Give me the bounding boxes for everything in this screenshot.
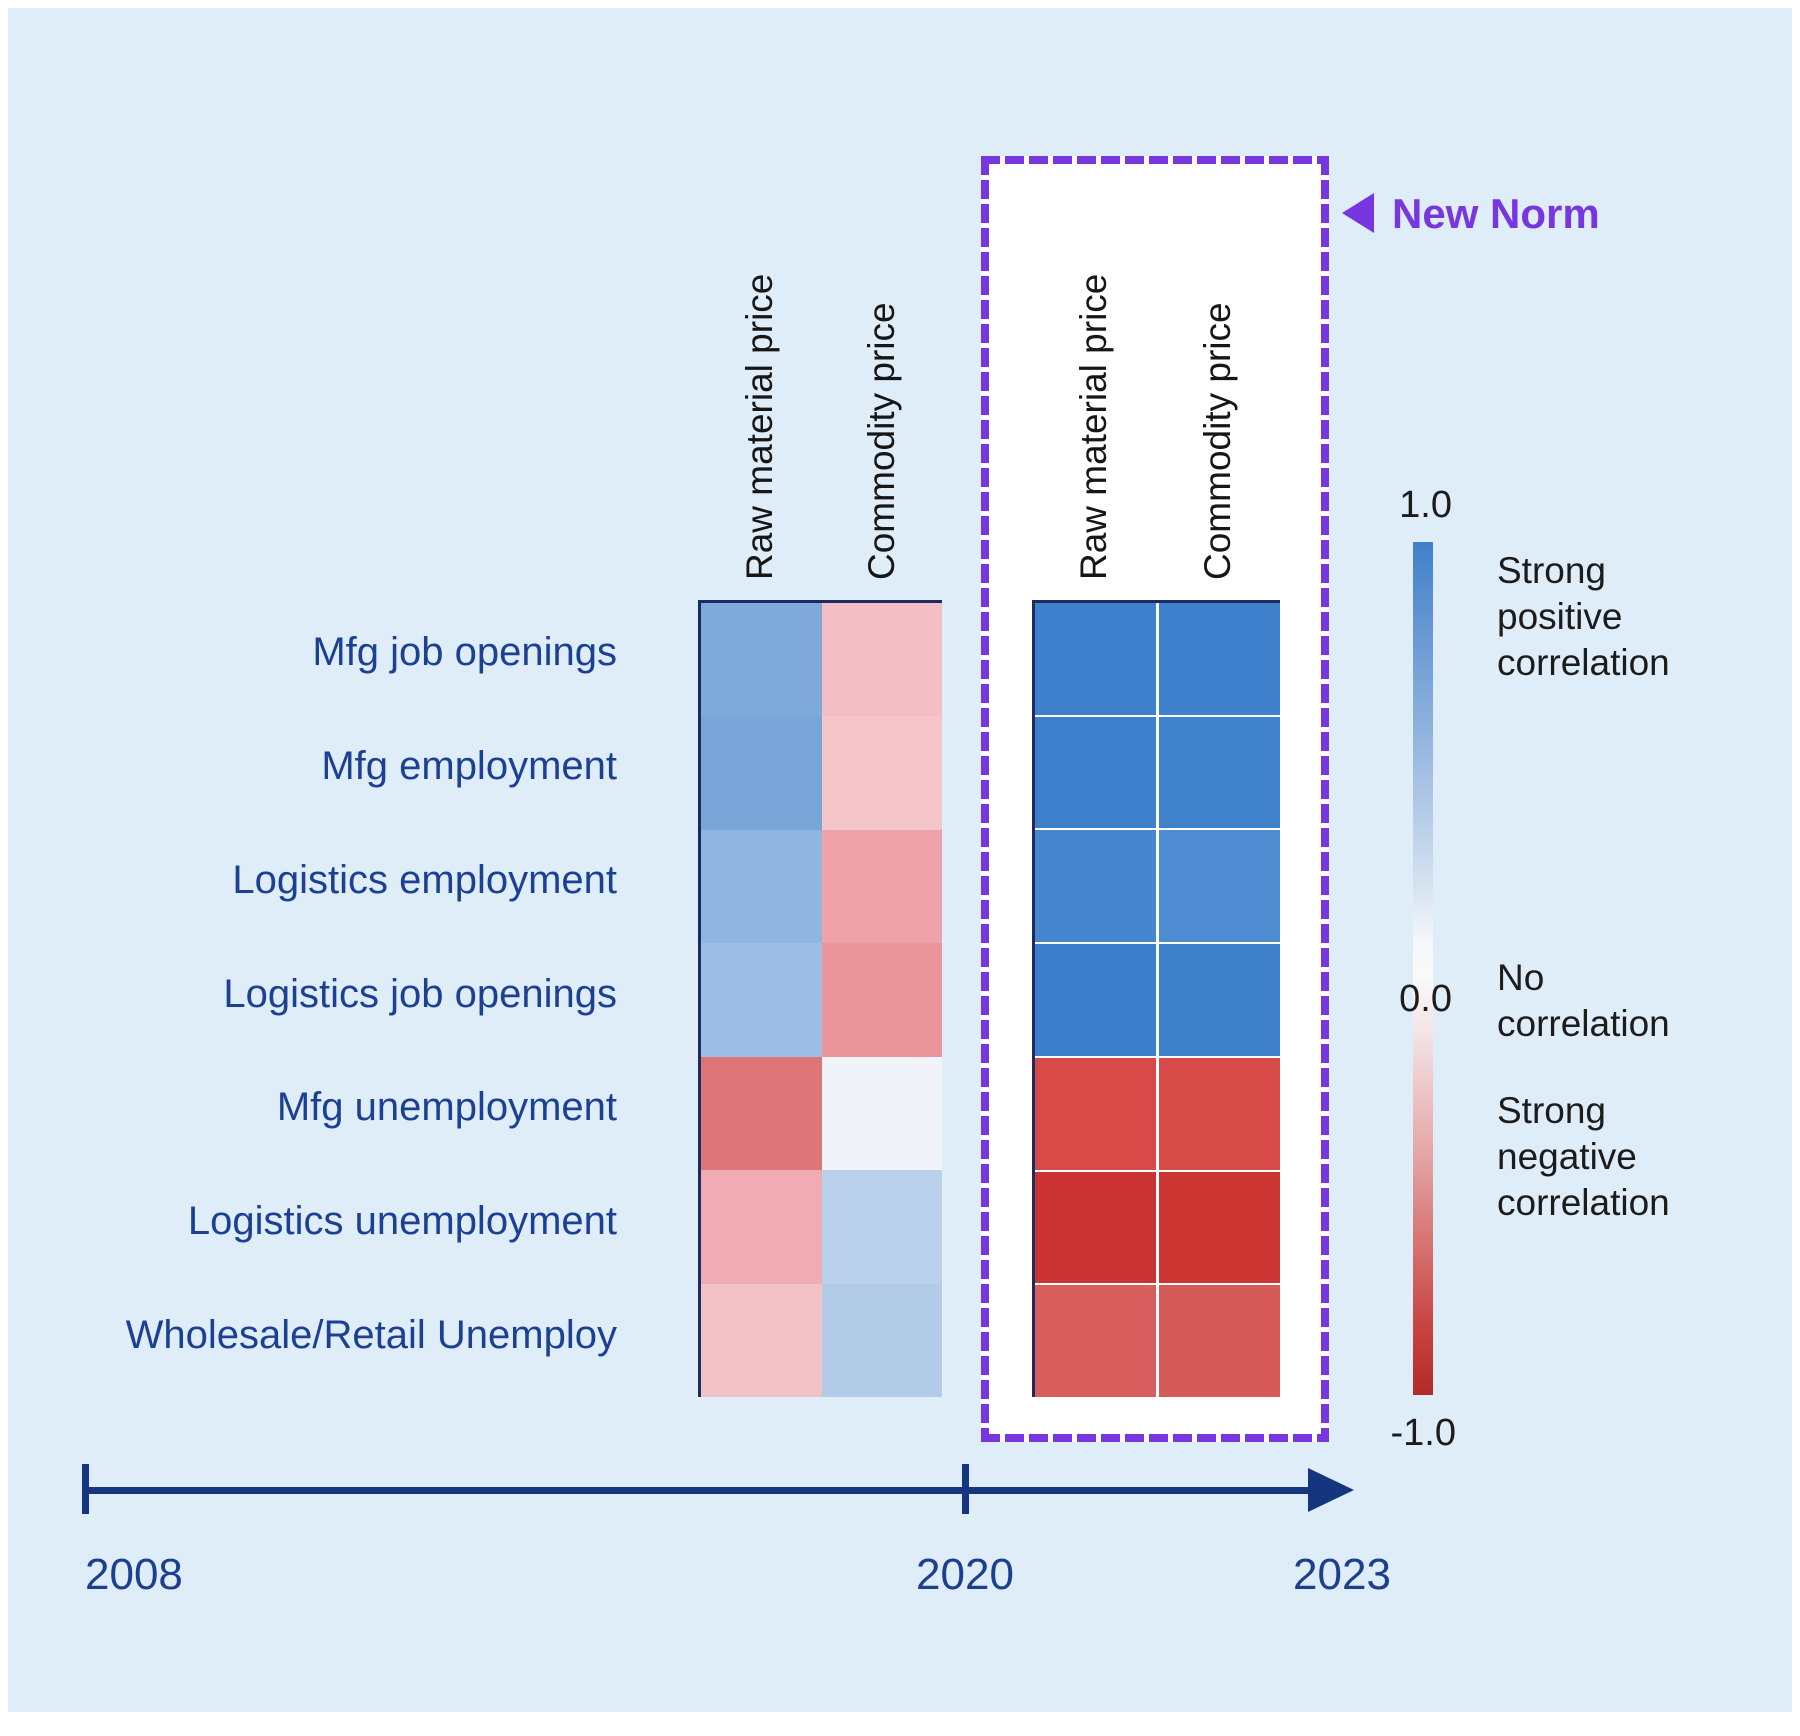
heatmap-cell [821, 829, 942, 944]
heatmap-cell [1159, 1285, 1280, 1397]
legend-strong-positive-label: Strong positive correlation [1497, 550, 1670, 683]
heatmap-cell [1159, 1171, 1280, 1284]
legend-value-zero: 0.0 [1399, 978, 1452, 1020]
timeline-year-2020: 2020 [916, 1550, 1014, 1599]
color-scale-bar [1413, 542, 1433, 1395]
heatmap-2020-2023 [1032, 600, 1280, 1397]
heatmap-cell [1159, 1057, 1280, 1170]
heatmap-cell [1035, 944, 1156, 1056]
heatmap-cell [1035, 1171, 1156, 1284]
legend-value-max: 1.0 [1399, 484, 1452, 526]
row-label: Logistics unemployment [187, 1199, 617, 1243]
heatmap-cell [1159, 603, 1280, 715]
timeline-year-2008: 2008 [85, 1550, 183, 1599]
heatmap-cell [701, 1283, 822, 1397]
heatmap-cell [821, 1056, 942, 1171]
heatmap-cell [1035, 716, 1156, 829]
column-label: Raw material price [1073, 273, 1114, 580]
timeline-year-2023: 2023 [1293, 1550, 1391, 1599]
heatmap-cell [701, 1170, 822, 1284]
timeline-tick-2020 [962, 1464, 969, 1514]
heatmap-cell [1035, 830, 1156, 943]
dashed-border-bottom [981, 1434, 1329, 1442]
row-label: Mfg job openings [312, 630, 617, 674]
timeline-axis [85, 1487, 1310, 1494]
column-label: Commodity price [1197, 302, 1238, 580]
heatmap-cell [821, 716, 942, 830]
heatmap-cell [701, 829, 822, 944]
heatmap-cell [1159, 830, 1280, 943]
column-label: Commodity price [861, 302, 902, 580]
row-label: Mfg unemployment [276, 1085, 617, 1129]
heatmap-cell [1035, 603, 1156, 715]
legend-strong-negative-label: Strong negative correlation [1497, 1090, 1670, 1223]
new-norm-label: New Norm [1392, 190, 1600, 237]
heatmap-cell [821, 943, 942, 1057]
heatmap-cell [1035, 1285, 1156, 1397]
dashed-border-left [981, 156, 989, 1442]
timeline-tick-2008 [82, 1464, 89, 1514]
heatmap-cell [821, 603, 942, 717]
heatmap-cell [1159, 716, 1280, 829]
heatmap-cell [1035, 1057, 1156, 1170]
heatmap-cell [701, 1056, 822, 1171]
row-label: Logistics employment [232, 858, 617, 902]
legend-value-min: -1.0 [1390, 1412, 1456, 1454]
legend-no-correlation-label: No correlation [1497, 957, 1670, 1044]
heatmap-cell [821, 1170, 942, 1284]
row-label: Mfg employment [321, 744, 617, 788]
heatmap-cell [701, 943, 822, 1057]
timeline-arrowhead-icon [1308, 1468, 1354, 1512]
row-label: Wholesale/Retail Unemploy [125, 1313, 617, 1357]
left-arrow-icon [1342, 193, 1374, 233]
heatmap-cell [701, 603, 822, 717]
column-label: Raw material price [739, 273, 780, 580]
row-label: Logistics job openings [223, 972, 617, 1016]
heatmap-2008-2020 [698, 600, 942, 1397]
dashed-border-right [1321, 156, 1329, 1442]
heatmap-cell [701, 716, 822, 830]
dashed-border-top [981, 156, 1329, 164]
heatmap-cell [821, 1283, 942, 1397]
heatmap-cell [1159, 944, 1280, 1056]
